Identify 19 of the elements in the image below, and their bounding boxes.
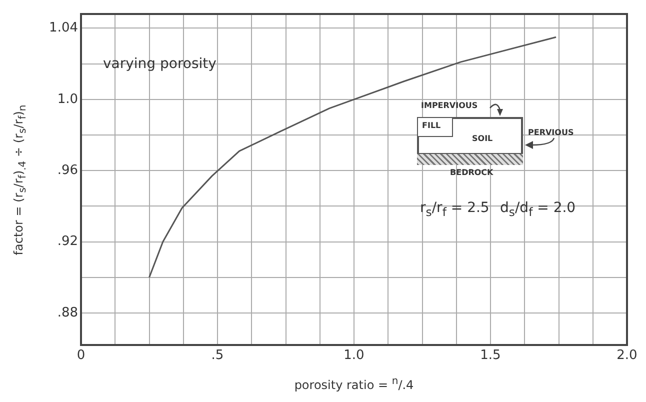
annotation: FILL <box>422 121 441 130</box>
y-tick-label: 1.04 <box>49 20 78 36</box>
x-axis-title: porosity ratio = $^{n}$/.4 <box>294 376 414 392</box>
annotation: PERVIOUS <box>528 128 574 137</box>
annotation: r$_{s}$/r$_{f}$ = 2.5 <box>420 200 490 219</box>
x-tick-label: .5 <box>211 348 224 364</box>
annotation: d$_{s}$/d$_{f}$ = 2.0 <box>500 200 576 219</box>
y-tick-label: .92 <box>57 234 78 250</box>
annotation: SOIL <box>472 134 493 143</box>
x-tick-label: 1.5 <box>480 348 501 364</box>
annotation: BEDROCK <box>450 168 494 177</box>
x-tick-label: 2.0 <box>616 348 638 364</box>
y-tick-label: 1.0 <box>57 92 78 107</box>
x-tick-label: 0 <box>76 348 86 364</box>
x-tick-label: 1.0 <box>344 348 364 364</box>
y-tick-label: .88 <box>57 305 78 320</box>
y-tick-label: .96 <box>57 162 78 178</box>
annotation: varying porosity <box>103 56 216 72</box>
annotation: IMPERVIOUS <box>421 101 478 110</box>
